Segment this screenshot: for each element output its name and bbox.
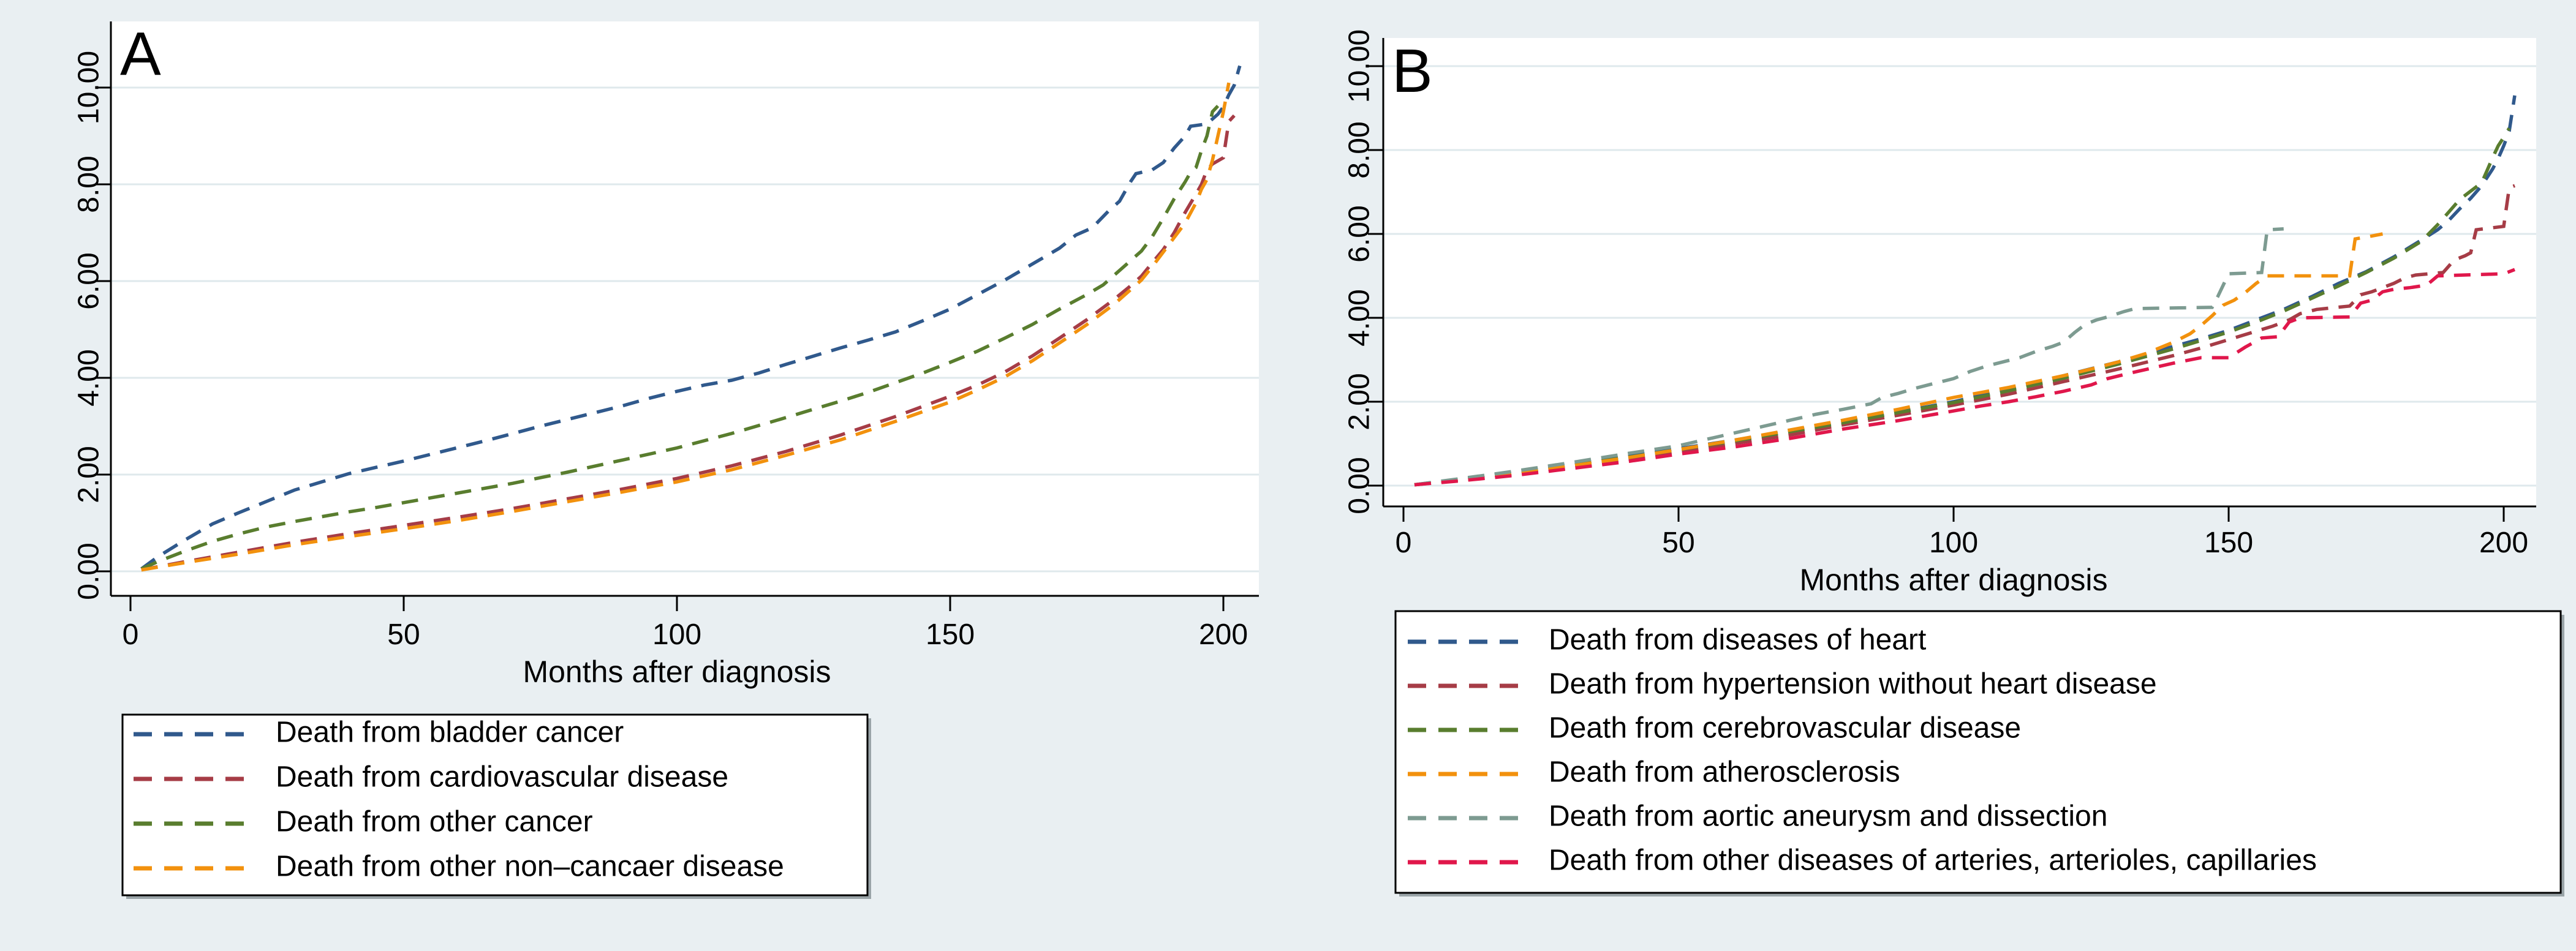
y-tick-label: 4.00	[1343, 289, 1376, 346]
y-tick-label: 8.00	[73, 156, 105, 212]
y-tick-label: 8.00	[1343, 121, 1376, 178]
x-axis-title: Months after diagnosis	[523, 655, 831, 689]
x-tick-label: 150	[2204, 527, 2253, 559]
y-tick-label: 0.00	[73, 543, 105, 600]
x-tick-label: 100	[652, 618, 701, 651]
legend-entry-label: Death from cardiovascular disease	[276, 761, 728, 794]
series-curve-death-from-other-non-cancaer-disease	[141, 82, 1231, 572]
x-tick-label: 200	[1199, 618, 1248, 651]
y-tick-label: 2.00	[73, 446, 105, 503]
panel-letter-B: B	[1392, 37, 1433, 105]
x-tick-label: 150	[926, 618, 975, 651]
legend-entry-label: Death from cerebrovascular disease	[1549, 712, 2021, 745]
legend-box-panel-B	[1394, 610, 2562, 894]
series-curve-death-from-diseases-of-heart	[1414, 95, 2517, 487]
x-tick-label: 100	[1929, 527, 1978, 559]
legend-entry-label: Death from other non–cancaer disease	[276, 851, 784, 883]
series-curve-death-from-bladder-cancer	[140, 65, 1242, 571]
legend-entry-label: Death from other diseases of arteries, a…	[1549, 844, 2317, 877]
y-tick-label: 2.00	[1343, 373, 1376, 430]
y-tick-label: 4.00	[73, 349, 105, 406]
series-curve-death-from-cardiovascular-disease	[141, 114, 1236, 572]
y-tick-label: 10.00	[73, 51, 105, 124]
panel-letter-A: A	[120, 20, 161, 88]
legend-entry-label: Death from aortic aneurysm and dissectio…	[1549, 800, 2107, 833]
x-tick-label: 200	[2479, 527, 2528, 559]
plot-area-panel-B	[1383, 38, 2536, 506]
x-tick-label: 50	[387, 618, 420, 651]
series-curve-death-from-hypertension-without-heart-disease	[1414, 184, 2515, 487]
y-tick-label: 6.00	[1343, 205, 1376, 262]
legend-entry-label: Death from hypertension without heart di…	[1549, 668, 2157, 701]
plot-area-panel-A	[111, 21, 1259, 596]
y-tick-label: 0.00	[1343, 457, 1376, 514]
y-tick-label: 6.00	[73, 252, 105, 309]
legend-entry-label: Death from atherosclerosis	[1549, 756, 1900, 789]
legend-entry-label: Death from diseases of heart	[1549, 624, 1926, 656]
x-tick-label: 0	[123, 618, 139, 651]
series-curve-death-from-other-cancer	[140, 105, 1220, 571]
legend-box-panel-A	[121, 713, 869, 896]
legend-entry-label: Death from bladder cancer	[276, 716, 624, 749]
series-curve-death-from-atherosclerosis	[1414, 232, 2383, 487]
x-tick-label: 50	[1662, 527, 1694, 559]
x-tick-label: 0	[1396, 527, 1412, 559]
series-curve-death-from-aortic-aneurysm-and-dissection	[1414, 227, 2284, 487]
x-axis-title: Months after diagnosis	[1799, 563, 2107, 597]
y-tick-label: 10.00	[1343, 29, 1376, 103]
legend-entry-label: Death from other cancer	[276, 806, 593, 838]
series-curve-death-from-other-diseases-of-arteries-arterioles-capillaries	[1414, 268, 2515, 487]
